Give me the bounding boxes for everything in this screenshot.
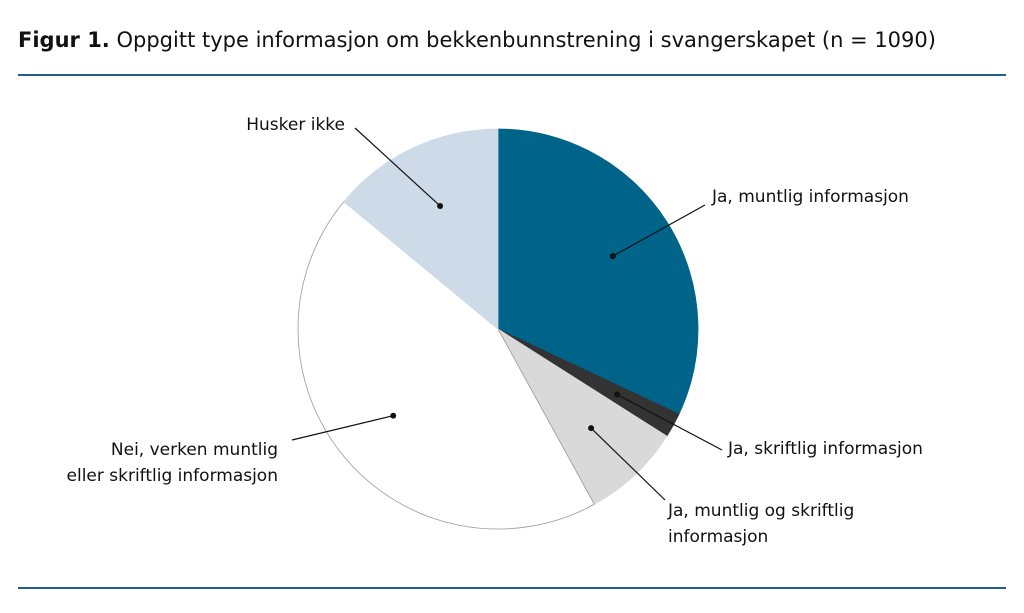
slice-label: Husker ikke — [246, 115, 345, 135]
pie-slice — [343, 128, 499, 330]
slice-label: Ja, skriftlig informasjon — [728, 439, 923, 459]
leader-line — [291, 415, 394, 441]
slice-label: Ja, muntlig informasjon — [712, 187, 909, 207]
slice-label: Ja, muntlig og skriftlig informasjon — [668, 501, 855, 547]
pie-slice — [497, 128, 699, 415]
pie-slice — [297, 200, 595, 530]
slice-label: Nei, verken muntlig eller skriftlig info… — [66, 440, 278, 486]
title-text: Oppgitt type informasjon om bekkenbunnst… — [116, 28, 936, 52]
leader-line — [616, 393, 723, 451]
leader-line — [354, 127, 441, 207]
leader-dot — [588, 425, 595, 432]
chart-title: Figur 1. Oppgitt type informasjon om bek… — [18, 28, 936, 52]
leader-dot — [390, 412, 397, 419]
leader-line — [590, 427, 666, 501]
leader-dot — [614, 391, 621, 398]
title-label: Figur 1. — [18, 28, 110, 52]
leader-line — [612, 204, 706, 257]
leader-dot — [609, 253, 616, 260]
leader-dot — [437, 202, 444, 209]
